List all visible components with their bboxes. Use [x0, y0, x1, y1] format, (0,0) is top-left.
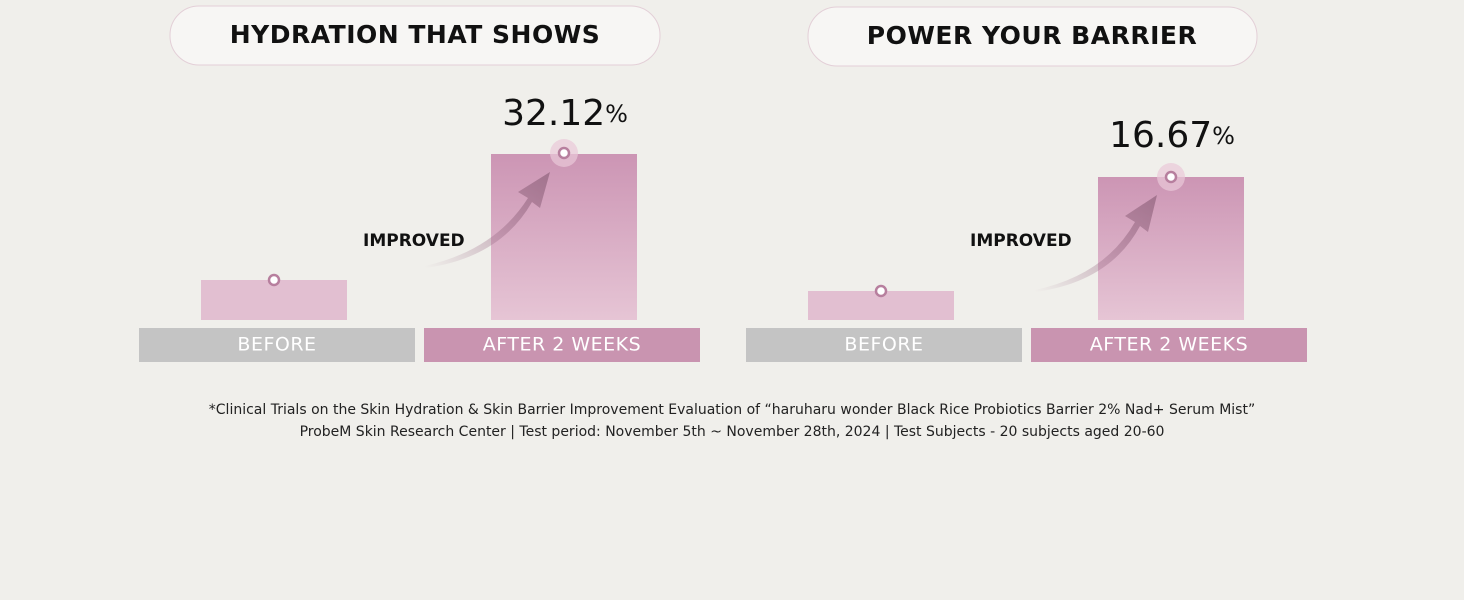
panel: POWER YOUR BARRIER 16.67% IMPROVED BEFOR… [746, 6, 1307, 362]
improvement-value: 16.67 [1109, 115, 1212, 156]
improvement-value: 32.12 [502, 93, 605, 134]
panel: HYDRATION THAT SHOWS 32.12% IMPROVED BEF… [139, 5, 700, 362]
label-box [746, 328, 1022, 362]
arrow [1035, 195, 1157, 292]
annotation: IMPROVED [363, 231, 465, 251]
annotation: IMPROVED [970, 231, 1072, 251]
panel-title: POWER YOUR BARRIER [867, 21, 1197, 50]
before-bar [201, 280, 347, 320]
bar-label: AFTER 2 WEEKS [1090, 334, 1248, 356]
dot [1164, 170, 1178, 184]
label-box [139, 328, 415, 362]
label-box [1031, 328, 1307, 362]
dot [874, 284, 888, 298]
improvement-unit: % [605, 100, 628, 128]
bar-label: AFTER 2 WEEKS [483, 334, 641, 356]
label-box [424, 328, 700, 362]
arrow [425, 172, 550, 268]
dot [267, 273, 281, 287]
bar-label: BEFORE [844, 334, 923, 356]
panel-title: HYDRATION THAT SHOWS [230, 20, 601, 49]
improvement: 16.67% [1109, 115, 1235, 156]
footnote: *Clinical Trials on the Skin Hydration &… [209, 402, 1255, 418]
dot [557, 146, 571, 160]
bar-label: BEFORE [237, 334, 316, 356]
improvement-unit: % [1212, 122, 1235, 150]
after-bar [491, 154, 637, 320]
improvement: 32.12% [502, 93, 628, 134]
title-pill [807, 6, 1258, 67]
title-pill [169, 5, 661, 66]
footnote: ProbeM Skin Research Center | Test perio… [300, 424, 1165, 440]
